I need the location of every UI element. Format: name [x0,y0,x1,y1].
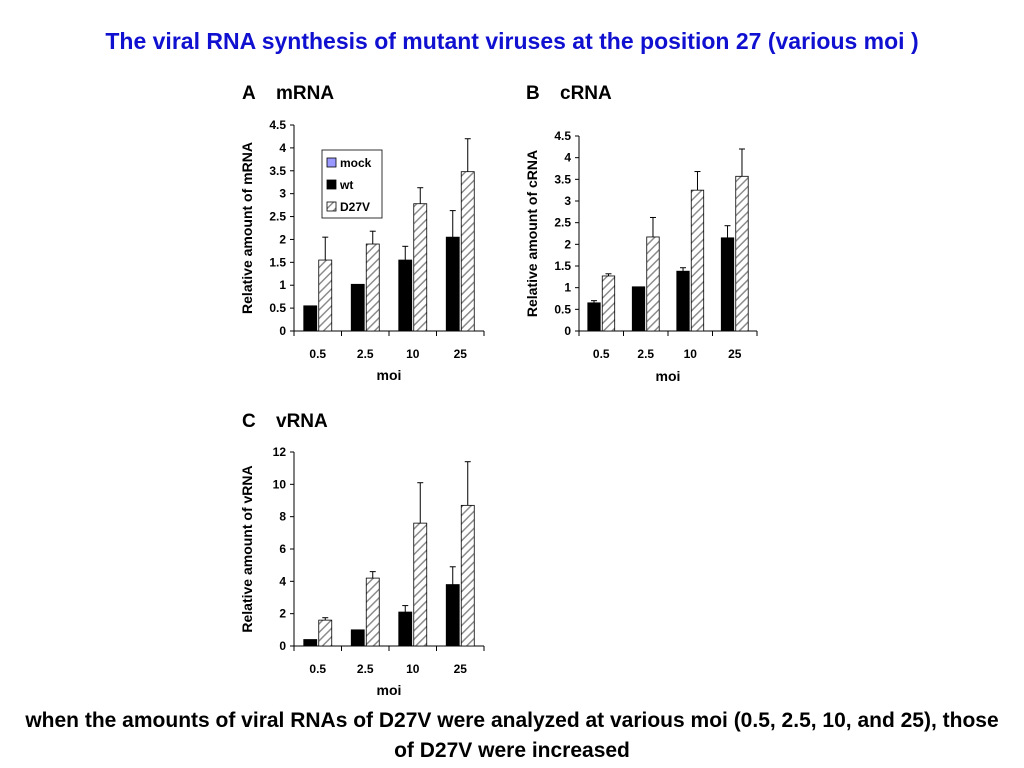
x-axis-label: moi [377,682,402,698]
bar-d27v [690,189,705,332]
bar-d27v [601,275,616,332]
y-tick-label: 2.5 [269,210,286,224]
x-tick-label: 0.5 [309,662,326,676]
y-tick-label: 3 [279,187,286,201]
y-axis-label: Relative amount of vRNA [239,465,255,632]
x-tick-label: 2.5 [357,662,374,676]
bar-wt [303,305,318,332]
panel-title: vRNA [276,411,328,432]
x-axis-label: moi [377,367,402,383]
y-tick-label: 0 [564,324,571,338]
x-tick-label: 25 [728,347,742,361]
panel-letter: A [242,83,256,104]
x-tick-label: 10 [406,347,420,361]
bar-d27v [735,175,749,332]
bar-d27v [460,504,475,647]
bar-d27v [646,236,660,332]
y-axis-label: Relative amount of cRNA [524,150,540,317]
y-tick-label: 4 [279,141,286,155]
bar-wt [445,584,460,647]
bar-wt [303,639,318,647]
y-tick-label: 3 [564,194,571,208]
x-tick-label: 2.5 [637,347,654,361]
legend-swatch [326,179,337,190]
panel-title: mRNA [276,83,334,104]
y-tick-label: 2 [279,607,286,621]
bar-wt [720,237,735,332]
bar-wt [398,611,413,647]
legend-label: D27V [340,200,370,214]
x-tick-label: 25 [454,347,468,361]
bar-d27v [365,243,380,332]
y-tick-label: 4 [564,151,571,165]
x-tick-label: 0.5 [309,347,326,361]
bar-wt [350,283,365,332]
bar-d27v [413,522,428,647]
x-axis-label: moi [656,368,681,384]
legend-label: mock [340,156,372,170]
bar-d27v [365,577,380,647]
x-tick-label: 10 [406,662,420,676]
y-tick-label: 12 [273,445,287,459]
panel-title: cRNA [560,83,612,104]
y-tick-label: 1.5 [554,259,571,273]
bar-wt [587,302,601,332]
bar-wt [398,259,413,332]
bar-wt [631,286,646,332]
x-tick-label: 2.5 [357,347,374,361]
y-tick-label: 2 [279,232,286,246]
y-tick-label: 1 [279,278,286,292]
legend-label: wt [339,178,353,192]
bar-wt [350,629,365,647]
bar-d27v [318,259,333,332]
legend-swatch [326,201,337,212]
y-tick-label: 0.5 [269,301,286,315]
y-tick-label: 2.5 [554,216,571,230]
y-tick-label: 4.5 [554,129,571,143]
x-tick-label: 0.5 [593,347,610,361]
bar-wt [445,236,460,332]
panel-letter: C [242,411,256,432]
y-tick-label: 1.5 [269,255,286,269]
bar-d27v [413,203,428,332]
y-axis-label: Relative amount of mRNA [239,142,255,314]
legend-swatch [326,157,337,168]
y-tick-label: 3.5 [269,164,286,178]
y-tick-label: 0 [279,639,286,653]
y-tick-label: 3.5 [554,172,571,186]
y-tick-label: 2 [564,237,571,251]
y-tick-label: 4.5 [269,118,286,132]
bar-wt [676,270,690,332]
x-tick-label: 10 [684,347,698,361]
y-tick-label: 0.5 [554,302,571,316]
y-tick-label: 10 [273,477,287,491]
y-tick-label: 0 [279,324,286,338]
y-tick-label: 1 [564,281,571,295]
panel-letter: B [526,83,540,104]
bar-d27v [460,171,475,332]
chart-legend: mock wt D27V [321,149,383,219]
caption-text: when the amounts of viral RNAs of D27V w… [25,709,999,762]
y-tick-label: 4 [279,574,286,588]
y-tick-label: 8 [279,510,286,524]
x-tick-label: 25 [454,662,468,676]
bar-d27v [318,619,333,647]
page-title: The viral RNA synthesis of mutant viruse… [105,28,919,54]
y-tick-label: 6 [279,542,286,556]
